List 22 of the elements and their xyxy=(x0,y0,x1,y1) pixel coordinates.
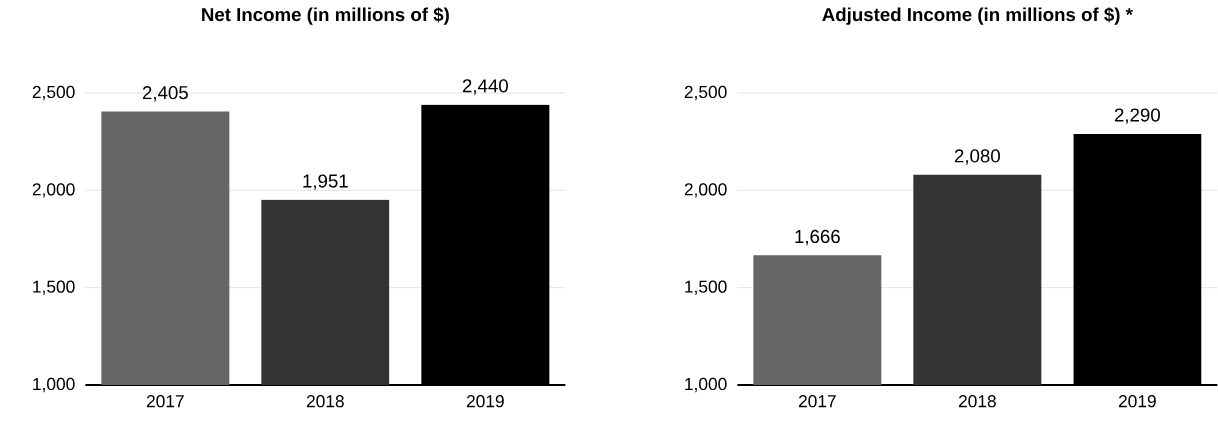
x-tick-label: 2017 xyxy=(146,395,184,408)
y-tick-label: 2,500 xyxy=(32,85,75,101)
data-label: 2,290 xyxy=(1114,108,1160,124)
data-label: 2,405 xyxy=(142,86,188,102)
y-tick-label: 2,000 xyxy=(684,183,727,198)
y-tick-label: 1,000 xyxy=(33,377,75,393)
x-tick-label: 2019 xyxy=(1118,395,1156,408)
x-tick-label: 2017 xyxy=(798,395,836,408)
data-label: 2,440 xyxy=(462,79,508,95)
x-tick-label: 2019 xyxy=(466,395,504,408)
chart-title: Net Income (in millions of $) xyxy=(202,7,449,25)
y-tick-label: 1,500 xyxy=(685,280,727,295)
chart-title: Adjusted Income (in millions of $) * xyxy=(822,7,1133,25)
y-tick-label: 2,000 xyxy=(32,183,75,198)
y-tick-label: 1,500 xyxy=(33,280,75,295)
data-label: 1,951 xyxy=(303,174,348,190)
data-label: 2,080 xyxy=(954,149,1000,165)
y-tick-label: 1,000 xyxy=(685,377,727,393)
y-tick-label: 2,500 xyxy=(684,85,727,101)
data-label: 1,666 xyxy=(795,229,840,246)
x-tick-label: 2018 xyxy=(958,395,996,408)
x-tick-label: 2018 xyxy=(306,395,344,408)
